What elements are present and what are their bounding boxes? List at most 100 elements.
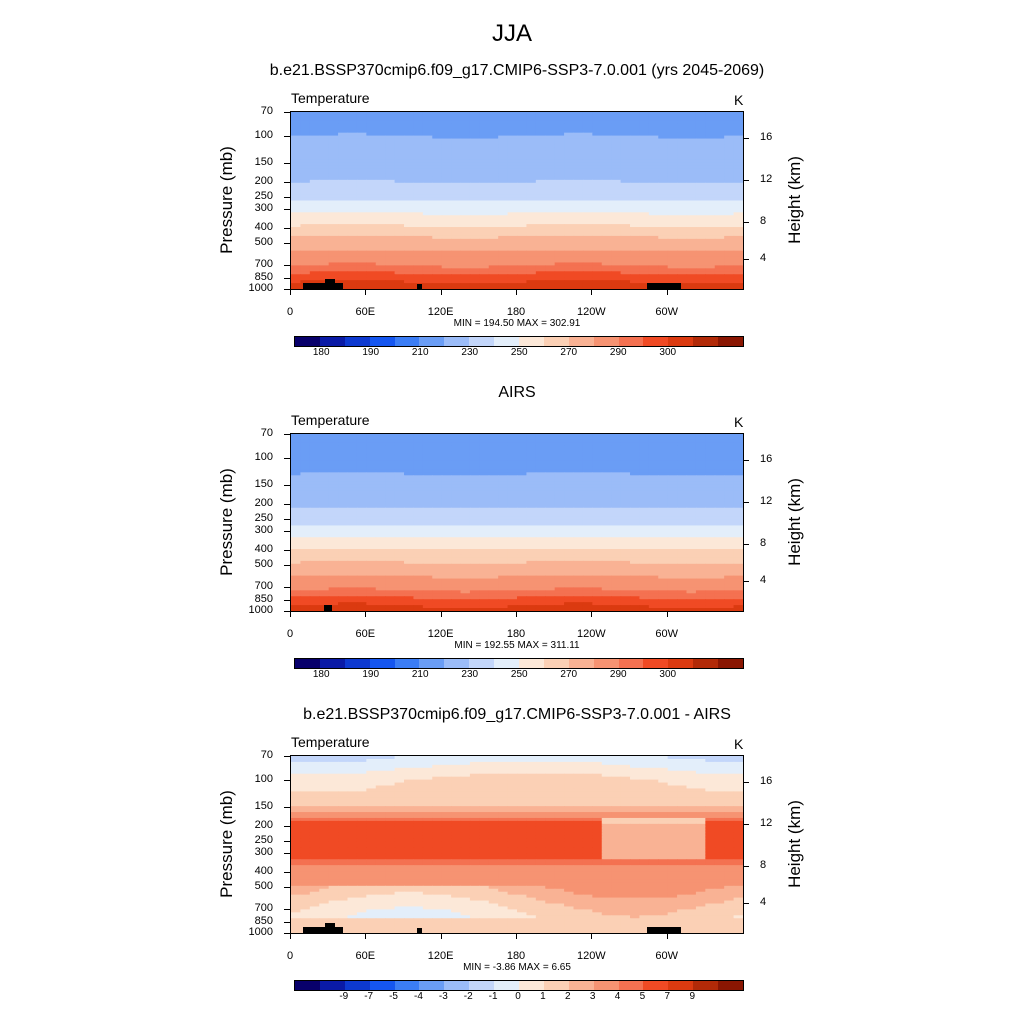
contour-cell [611, 117, 622, 122]
contour-cell [554, 162, 565, 166]
contour-cell [554, 445, 565, 450]
contour-cell [488, 250, 499, 255]
contour-cell [328, 135, 339, 140]
contour-cell [611, 188, 622, 193]
contour-cell [394, 280, 405, 284]
contour-cell [375, 153, 386, 157]
contour-cell [620, 540, 631, 544]
contour-cell [385, 188, 396, 193]
contour-cell [451, 141, 462, 146]
contour-cell [338, 250, 349, 255]
contour-cell [733, 232, 743, 237]
contour-cell [620, 457, 631, 462]
contour-cell [422, 215, 433, 219]
contour-cell [338, 460, 349, 465]
contour-cell [686, 262, 697, 266]
contour-cell [460, 230, 471, 234]
contour-cell [677, 114, 688, 119]
contour-cell [375, 442, 386, 447]
contour-cell [300, 129, 311, 134]
contour-cell [451, 256, 462, 261]
contour-cell [300, 168, 311, 172]
contour-cell [639, 445, 650, 450]
contour-cell [432, 540, 443, 544]
contour-cell [517, 129, 528, 134]
contour-cell [507, 516, 518, 521]
contour-cell [413, 487, 424, 491]
contour-cell [300, 442, 311, 447]
contour-cell [611, 525, 622, 529]
contour-cell [535, 475, 546, 479]
contour-cell [620, 224, 631, 228]
contour-cell [451, 117, 462, 122]
contour-cell [677, 493, 688, 497]
contour-cell [328, 235, 339, 240]
contour-cell [394, 227, 405, 231]
contour-cell [460, 490, 471, 494]
contour-cell [545, 265, 556, 269]
contour-cell [667, 457, 678, 462]
contour-cell [422, 268, 433, 272]
contour-cell [705, 543, 716, 547]
contour-cell [385, 445, 396, 450]
contour-cell [451, 448, 462, 453]
contour-cell [630, 171, 641, 175]
contour-cell [291, 171, 302, 175]
contour-cell [404, 218, 415, 222]
contour-cell [573, 173, 584, 178]
contour-cell [366, 165, 377, 169]
contour-cell [564, 132, 575, 137]
contour-cell [724, 253, 735, 258]
contour-cell [677, 469, 688, 473]
contour-cell [469, 259, 480, 264]
contour-cell [507, 132, 518, 137]
contour-cell [677, 194, 688, 199]
contour-cell [535, 528, 546, 532]
contour-cell [620, 241, 631, 246]
contour-cell [328, 546, 339, 550]
contour-cell [517, 487, 528, 491]
contour-cell [733, 247, 743, 252]
contour-cell [394, 224, 405, 228]
contour-cell [714, 197, 725, 202]
contour-cell [582, 463, 593, 468]
contour-cell [488, 498, 499, 503]
contour-cell [582, 454, 593, 459]
contour-cell [375, 173, 386, 178]
contour-cell [366, 156, 377, 160]
contour-cell [319, 241, 330, 246]
contour-cell [441, 531, 452, 535]
contour-cell [394, 182, 405, 187]
contour-cell [564, 493, 575, 497]
contour-cell [338, 525, 349, 529]
contour-cell [404, 546, 415, 550]
contour-cell [573, 490, 584, 494]
contour-cell [658, 268, 669, 272]
contour-cell [686, 543, 697, 547]
contour-cell [526, 501, 537, 506]
contour-cell [441, 114, 452, 119]
contour-cell [338, 531, 349, 535]
contour-cell [630, 460, 641, 465]
contour-cell [630, 132, 641, 137]
contour-cell [291, 144, 302, 148]
contour-cell [526, 147, 537, 151]
contour-cell [714, 141, 725, 146]
contour-cell [507, 188, 518, 193]
contour-cell [441, 171, 452, 175]
contour-cell [375, 460, 386, 465]
contour-cell [667, 501, 678, 506]
contour-cell [564, 481, 575, 485]
contour-cell [441, 132, 452, 137]
contour-cell [639, 176, 650, 181]
contour-cell [498, 549, 509, 553]
contour-cell [639, 235, 650, 240]
contour-cell [677, 218, 688, 222]
contour-cell [677, 531, 688, 535]
contour-cell [309, 528, 320, 532]
contour-cell [535, 277, 546, 281]
contour-cell [441, 141, 452, 146]
contour-cell [375, 271, 386, 275]
contour-cell [535, 484, 546, 488]
contour-cell [366, 135, 377, 140]
